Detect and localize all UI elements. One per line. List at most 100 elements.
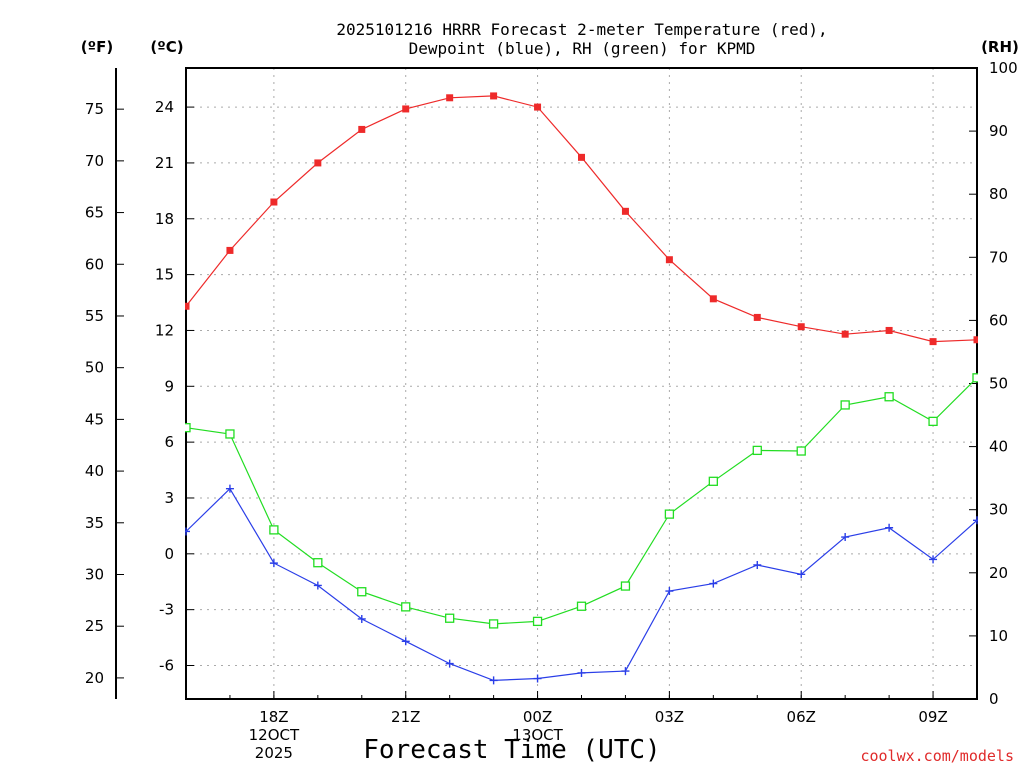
celsius-tick-label: 12 xyxy=(155,321,174,339)
rh-point xyxy=(269,525,279,535)
2-meter-temperature-point xyxy=(358,125,366,133)
2-meter-temperature-point xyxy=(885,326,893,334)
2-meter-temperature-point xyxy=(973,336,978,344)
fahrenheit-tick-label: 65 xyxy=(85,204,104,222)
rh-unit-label: (RH) xyxy=(981,38,1019,56)
grid-lines xyxy=(186,68,977,699)
2-meter-temperature-series xyxy=(185,92,978,346)
dewpoint-point xyxy=(533,674,542,683)
dewpoint-point xyxy=(185,527,190,536)
rh-point xyxy=(620,581,631,591)
dewpoint-point xyxy=(401,637,410,646)
fahrenheit-tick-label: 35 xyxy=(85,514,104,532)
rh-tick-label: 80 xyxy=(989,185,1008,203)
rh-tick-label: 20 xyxy=(989,564,1008,582)
dewpoint-point xyxy=(313,581,322,590)
celsius-tick-label: -6 xyxy=(159,656,174,674)
rh-tick-label: 60 xyxy=(989,311,1008,329)
2-meter-temperature-point xyxy=(753,313,761,321)
dewpoint-point xyxy=(357,614,366,623)
rh-point xyxy=(972,373,978,383)
2-meter-temperature-point xyxy=(841,330,849,338)
rh-point xyxy=(185,423,191,433)
rh-point xyxy=(708,476,718,486)
dewpoint-line xyxy=(185,487,978,682)
celsius-tick-label: 9 xyxy=(164,377,174,395)
time-tick-label: 13OCT xyxy=(512,726,563,744)
2-meter-temperature-point xyxy=(621,207,629,215)
dewpoint-point xyxy=(621,667,630,676)
credit-text: coolwx.com/models xyxy=(860,747,1014,765)
2-meter-temperature-point xyxy=(929,338,937,346)
rh-point xyxy=(357,587,367,597)
fahrenheit-tick-label: 50 xyxy=(85,359,104,377)
rh-tick-label: 10 xyxy=(989,627,1008,645)
dewpoint-point xyxy=(841,533,850,542)
celsius-tick-label: 15 xyxy=(155,266,174,284)
rh-point xyxy=(664,509,675,519)
fahrenheit-unit-label: (ºF) xyxy=(81,38,113,56)
celsius-tick-label: 21 xyxy=(155,154,174,172)
rh-point xyxy=(313,558,323,568)
2-meter-temperature-point xyxy=(578,153,585,161)
time-tick-label: 18Z xyxy=(259,708,288,726)
time-tick-label: 00Z xyxy=(523,708,552,726)
chart-title-line-1: 2025101216 HRRR Forecast 2-meter Tempera… xyxy=(336,20,827,39)
2-meter-temperature-point xyxy=(270,198,278,206)
dewpoint-point xyxy=(753,560,762,569)
time-tick-label: 2025 xyxy=(255,744,293,762)
rh-tick-label: 70 xyxy=(989,248,1008,266)
celsius-tick-label: 18 xyxy=(155,210,174,228)
fahrenheit-tick-label: 45 xyxy=(85,410,104,428)
2-meter-temperature-point xyxy=(797,323,805,331)
fahrenheit-tick-label: 60 xyxy=(85,255,104,273)
celsius-tick-label: 6 xyxy=(164,433,174,451)
rh-line xyxy=(185,377,978,625)
dewpoint-point xyxy=(797,570,806,579)
dewpoint-point xyxy=(489,676,498,685)
dewpoint-point xyxy=(577,668,586,677)
fahrenheit-tick-label: 30 xyxy=(85,565,104,583)
time-tick-label: 21Z xyxy=(391,708,420,726)
dewpoint-point xyxy=(665,587,674,596)
dewpoint-point xyxy=(973,516,978,525)
time-tick-label: 09Z xyxy=(918,708,947,726)
celsius-tick-label: 0 xyxy=(164,545,174,563)
2-meter-temperature-point xyxy=(185,302,190,310)
rh-point xyxy=(884,392,894,402)
rh-point xyxy=(532,616,543,627)
dewpoint-point xyxy=(929,555,938,564)
fahrenheit-tick-label: 20 xyxy=(85,669,104,687)
2-meter-temperature-point xyxy=(402,105,410,113)
fahrenheit-tick-label: 55 xyxy=(85,307,104,325)
dewpoint-point xyxy=(709,579,718,588)
dewpoint-series xyxy=(185,484,978,685)
celsius-tick-label: -3 xyxy=(159,601,174,619)
rh-point xyxy=(840,400,850,410)
rh-point xyxy=(225,429,235,439)
dewpoint-point xyxy=(885,523,894,532)
rh-tick-label: 100 xyxy=(989,59,1018,77)
time-tick-label: 06Z xyxy=(787,708,816,726)
rh-point xyxy=(796,446,806,456)
dewpoint-point xyxy=(225,484,234,493)
rh-series xyxy=(185,373,978,629)
chart-title-line-2: Dewpoint (blue), RH (green) for KPMD xyxy=(409,39,756,58)
2-meter-temperature-point xyxy=(314,159,322,167)
2-meter-temperature-point xyxy=(446,94,454,102)
rh-point xyxy=(488,619,499,629)
2-meter-temperature-point xyxy=(534,103,542,111)
rh-point xyxy=(752,445,762,456)
rh-tick-label: 30 xyxy=(989,501,1008,519)
fahrenheit-tick-label: 25 xyxy=(85,617,104,635)
x-axis-label: Forecast Time (UTC) xyxy=(363,735,660,765)
rh-tick-label: 50 xyxy=(989,375,1008,393)
celsius-unit-label: (ºC) xyxy=(150,38,183,56)
dewpoint-point xyxy=(269,559,278,568)
rh-point xyxy=(401,602,411,612)
rh-tick-label: 90 xyxy=(989,122,1008,140)
rh-tick-label: 40 xyxy=(989,438,1008,456)
